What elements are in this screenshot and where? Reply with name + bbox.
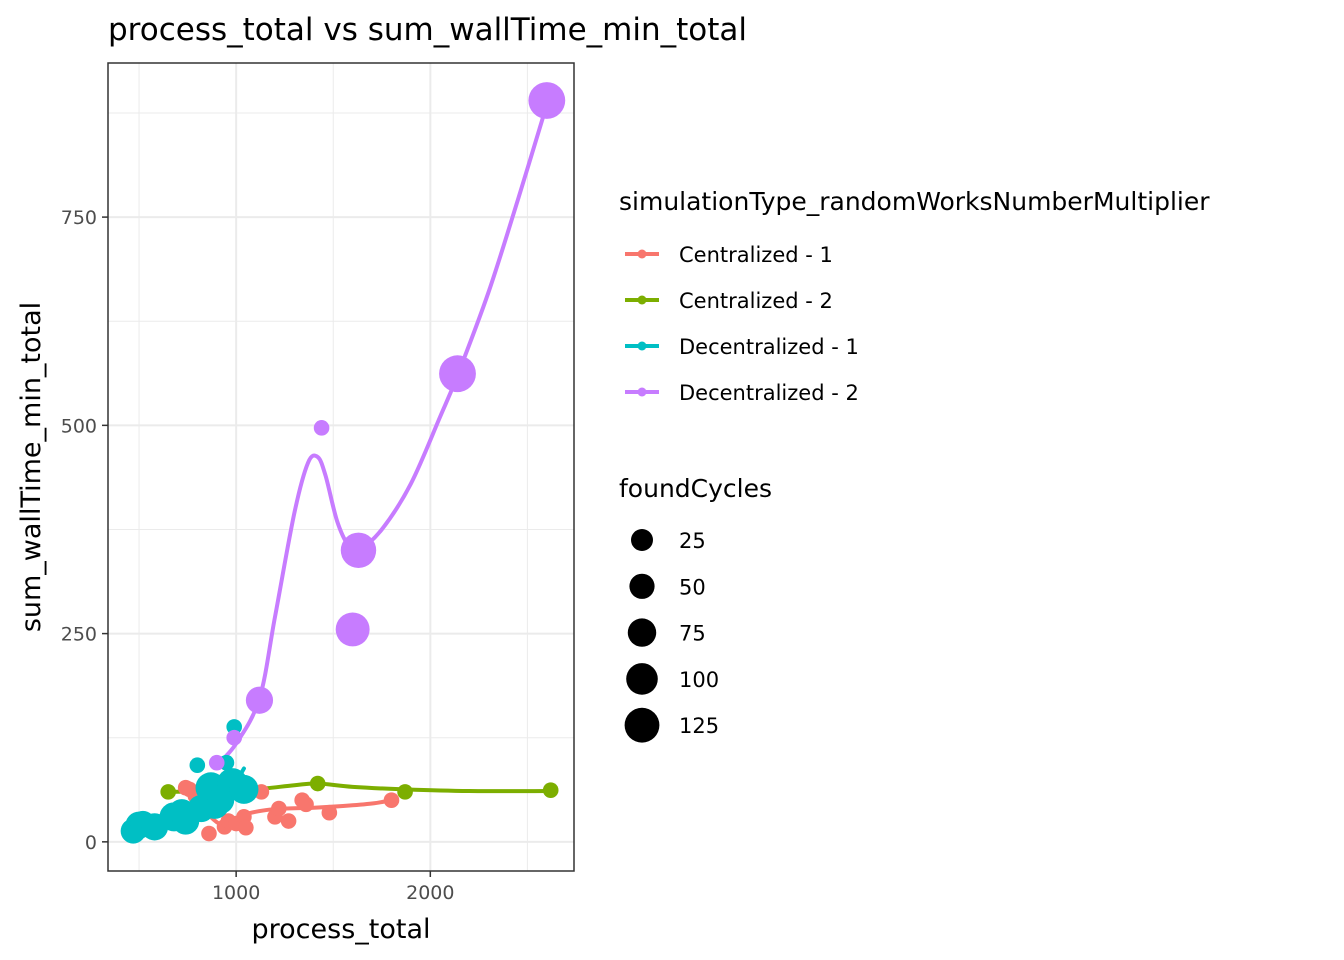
data-point [280,813,297,829]
data-point [528,82,566,119]
size-legend-key [624,707,660,743]
data-point [383,792,400,808]
data-points [120,82,566,844]
size-legend-label: 100 [679,668,719,692]
data-point [189,757,206,774]
legend-label: Centralized - 1 [679,243,833,267]
x-axis-label: process_total [252,914,431,945]
legend-label: Decentralized - 2 [679,381,859,405]
data-point [208,754,225,771]
plot-panel [108,63,574,871]
data-point [271,800,287,817]
y-tick-label: 500 [61,415,97,437]
data-point [226,719,243,735]
legend-key-point [637,341,647,351]
data-point [229,774,259,804]
size-legend-key [627,618,657,647]
x-tick-label: 1000 [212,882,260,904]
data-point [160,784,176,800]
data-point [335,612,370,647]
data-point [226,729,243,746]
data-point [298,796,314,813]
data-point [238,819,254,836]
y-tick-label: 750 [61,207,97,229]
legend-key-point [637,249,647,259]
data-point [321,804,338,821]
data-point [309,775,326,792]
color-legend: simulationType_randomWorksNumberMultipli… [619,187,1210,405]
plot-border [107,62,575,872]
y-tick-label: 250 [61,624,97,646]
color-legend-title: simulationType_randomWorksNumberMultipli… [619,187,1210,216]
x-axis-ticks: 1000 2000 [212,871,454,904]
size-legend-title: foundCycles [619,474,772,503]
data-point [397,784,413,800]
size-legend-label: 25 [679,529,706,553]
legend-key-point [637,387,647,397]
x-tick-label: 2000 [406,882,454,904]
size-legend-label: 75 [679,622,706,646]
data-point [542,782,559,799]
data-point [439,355,476,393]
data-point [340,532,377,569]
y-tick-label: 0 [85,832,97,854]
legend-label: Centralized - 2 [679,289,833,313]
data-point [313,420,330,436]
size-legend-key [631,529,653,551]
data-point [245,686,274,714]
size-legend-key [629,573,655,599]
data-point [201,825,217,842]
size-legend-label: 50 [679,575,706,599]
size-legend-key [626,663,658,695]
legend-label: Decentralized - 1 [679,335,859,359]
size-legend-label: 125 [679,714,719,738]
chart-title: process_total vs sum_wallTime_min_total [108,12,747,48]
legend-key-point [637,295,647,305]
y-axis-label: sum_wallTime_min_total [16,302,47,632]
size-legend: foundCycles 25 50 75 100 125 [619,474,772,743]
y-axis-ticks: 0 250 500 750 [61,207,108,854]
